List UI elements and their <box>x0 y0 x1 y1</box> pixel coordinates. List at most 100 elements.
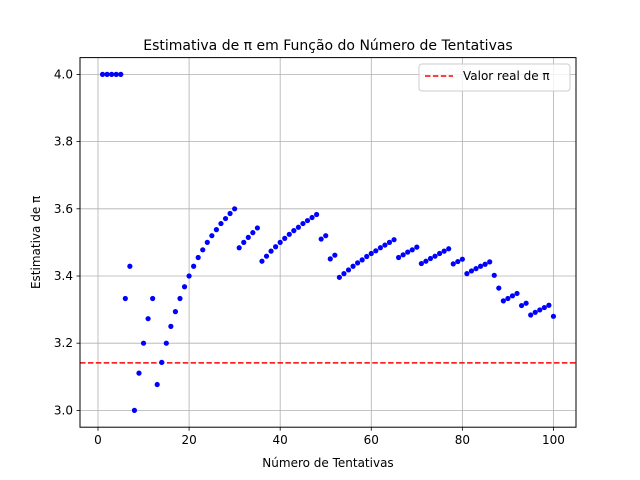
data-point <box>455 258 461 265</box>
legend-label: Valor real de π <box>463 69 550 83</box>
data-point <box>386 239 393 245</box>
data-point <box>427 255 434 262</box>
data-point <box>163 340 169 346</box>
data-point <box>268 248 274 254</box>
data-point <box>341 271 347 277</box>
data-point <box>323 233 329 239</box>
data-point <box>350 263 356 269</box>
data-point <box>314 211 320 218</box>
data-point <box>464 271 470 277</box>
data-point <box>414 244 420 250</box>
x-tick-label: 0 <box>94 433 102 447</box>
y-axis-ticks: 3.0 3.2 3.4 3.6 3.8 4.0 <box>54 67 80 417</box>
x-tick-label: 80 <box>455 433 470 447</box>
y-tick-label: 4.0 <box>54 67 73 81</box>
data-point <box>295 224 301 230</box>
data-point <box>113 71 119 77</box>
data-point <box>263 253 270 259</box>
data-point <box>218 220 224 227</box>
data-point <box>309 214 315 221</box>
data-point <box>186 273 192 279</box>
data-point <box>487 259 493 265</box>
data-point <box>250 230 256 236</box>
data-point <box>373 248 379 254</box>
chart-title: Estimativa de π em Função do Número de T… <box>143 38 512 54</box>
data-point <box>482 261 488 267</box>
data-point <box>359 257 365 263</box>
data-point <box>368 250 374 257</box>
data-point <box>245 234 251 240</box>
data-point <box>300 220 306 227</box>
data-point <box>204 239 210 245</box>
data-point <box>318 236 324 242</box>
data-point <box>104 71 110 77</box>
x-axis-ticks: 0 20 40 60 80 100 <box>94 427 565 447</box>
data-point <box>332 252 338 258</box>
data-point <box>459 256 465 262</box>
y-tick-label: 3.0 <box>54 403 73 417</box>
data-point <box>213 227 220 233</box>
data-point <box>118 71 124 77</box>
data-point <box>131 407 138 413</box>
data-point <box>473 266 479 272</box>
data-point <box>345 267 352 273</box>
data-point <box>382 242 388 248</box>
data-point <box>254 225 261 231</box>
data-point <box>159 359 165 365</box>
data-point <box>200 247 206 253</box>
data-point <box>286 231 292 237</box>
data-point <box>304 217 311 224</box>
data-point <box>327 256 333 262</box>
data-point <box>518 302 525 309</box>
data-point <box>400 252 406 258</box>
data-point <box>227 210 233 217</box>
data-point <box>172 309 179 315</box>
data-point <box>109 71 115 77</box>
data-point <box>409 247 415 253</box>
plot-frame <box>79 57 577 428</box>
data-point <box>291 228 297 234</box>
data-point <box>232 206 238 212</box>
data-point <box>136 370 142 376</box>
data-point <box>150 295 156 302</box>
data-point <box>432 253 438 259</box>
data-point <box>450 261 456 267</box>
grid <box>80 57 576 428</box>
data-point <box>99 71 106 77</box>
data-point <box>122 295 128 302</box>
x-tick-label: 40 <box>273 433 288 447</box>
data-point <box>168 323 174 329</box>
data-point <box>145 316 151 322</box>
data-point <box>500 298 506 304</box>
data-point <box>277 239 283 245</box>
data-point <box>395 254 402 261</box>
data-point <box>423 258 429 264</box>
data-point <box>377 245 383 251</box>
data-point <box>140 340 147 346</box>
data-point <box>491 272 497 278</box>
data-point <box>177 295 183 302</box>
y-tick-label: 3.6 <box>54 202 73 216</box>
data-point <box>127 263 133 269</box>
data-point <box>355 260 361 266</box>
legend-box <box>418 63 571 92</box>
data-point <box>477 263 484 269</box>
data-point <box>446 246 452 252</box>
data-point <box>441 248 447 254</box>
y-tick-label: 3.4 <box>54 269 73 283</box>
x-axis-label: Número de Tentativas <box>262 456 393 470</box>
data-point <box>514 290 520 297</box>
x-tick-label: 20 <box>181 433 196 447</box>
data-point <box>418 260 424 267</box>
data-point <box>154 381 160 388</box>
data-point <box>509 293 516 299</box>
data-point <box>537 307 543 313</box>
data-point <box>391 237 397 243</box>
data-point <box>496 285 502 291</box>
data-point <box>282 235 288 241</box>
data-point <box>468 268 475 274</box>
data-point <box>436 250 443 257</box>
data-point <box>336 274 342 280</box>
data-point <box>523 300 529 306</box>
